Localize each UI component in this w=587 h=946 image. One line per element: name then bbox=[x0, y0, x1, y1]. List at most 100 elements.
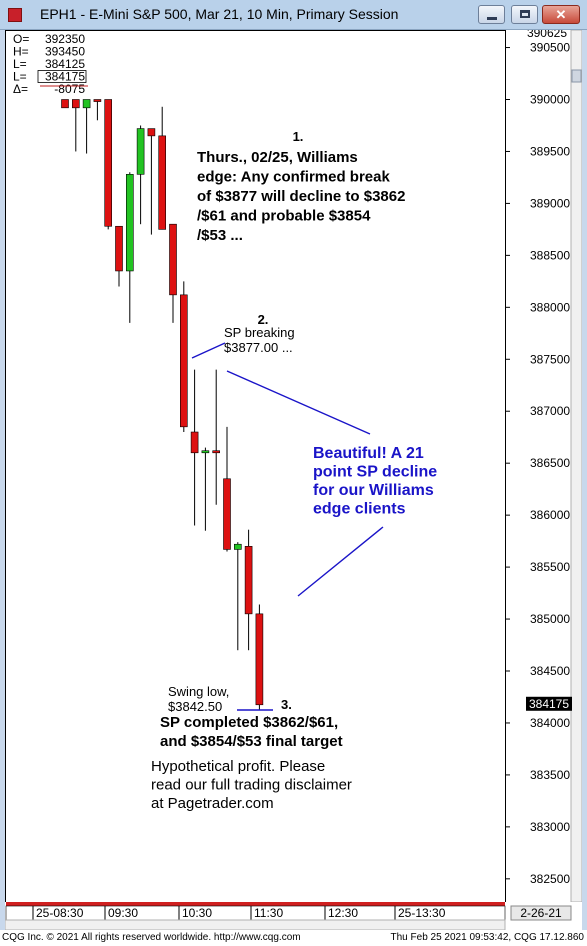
info-value: 384125 bbox=[45, 57, 85, 71]
info-label: L= bbox=[13, 57, 27, 71]
info-value: 393450 bbox=[45, 45, 85, 59]
candle-body[interactable] bbox=[126, 174, 134, 272]
note3-line: and $3854/$53 final target bbox=[160, 733, 343, 750]
last-price-tag bbox=[526, 696, 572, 711]
disclaimer-line: Hypothetical profit. Please bbox=[151, 758, 325, 775]
y-top-partial-tick-label: 390625 bbox=[527, 30, 567, 40]
close-icon: ✕ bbox=[555, 7, 567, 22]
price-axis-panel bbox=[506, 30, 582, 902]
y-tick-label: 388500 bbox=[530, 248, 570, 262]
disclaimer-line: at Pagetrader.com bbox=[151, 795, 274, 812]
minimize-icon bbox=[487, 17, 497, 20]
note2-line: $3877.00 ... bbox=[224, 340, 293, 355]
candle-body[interactable] bbox=[72, 99, 80, 109]
info-value: 392350 bbox=[45, 32, 85, 46]
candle-body[interactable] bbox=[201, 450, 210, 454]
note1-number: 1. bbox=[293, 129, 304, 144]
vertical-scrollbar[interactable] bbox=[570, 30, 582, 903]
blue-note-line: for our Williams bbox=[313, 482, 434, 499]
y-tick-label: 383500 bbox=[530, 768, 570, 782]
blue-note-line: edge clients bbox=[313, 501, 406, 518]
candle-body[interactable] bbox=[180, 294, 188, 428]
date-label-box bbox=[510, 905, 572, 921]
candle-body[interactable] bbox=[93, 99, 102, 102]
info-label: H= bbox=[13, 45, 29, 59]
y-tick-label: 384500 bbox=[530, 664, 570, 678]
y-tick-label: 384000 bbox=[530, 716, 570, 730]
y-tick-label: 386500 bbox=[530, 456, 570, 470]
y-tick-label: 385500 bbox=[530, 560, 570, 574]
swing-low-line: Swing low, bbox=[168, 684, 229, 699]
maximize-icon bbox=[520, 10, 530, 18]
scrollbar-thumb[interactable] bbox=[571, 69, 582, 83]
candle-body[interactable] bbox=[255, 613, 264, 706]
blue-note-line: Beautiful! A 21 bbox=[313, 445, 424, 462]
horizontal-scrollbar[interactable] bbox=[5, 919, 506, 930]
candle-body[interactable] bbox=[147, 128, 156, 137]
x-tick-label: 09:30 bbox=[108, 906, 138, 920]
info-label: Δ= bbox=[13, 82, 28, 96]
note1-line: Thurs., 02/25, Williams bbox=[197, 149, 358, 166]
window-title: EPH1 - E-Mini S&P 500, Mar 21, 10 Min, P… bbox=[40, 6, 399, 22]
timestamp-text: Thu Feb 25 2021 09:53:42, CQG 17.12.860 bbox=[390, 932, 584, 943]
candle-body[interactable] bbox=[212, 450, 220, 454]
candle-body[interactable] bbox=[61, 99, 69, 109]
candle-body[interactable] bbox=[234, 543, 242, 550]
maximize-button[interactable] bbox=[511, 5, 538, 24]
info-value: -8075 bbox=[54, 82, 85, 96]
window-titlebar: EPH1 - E-Mini S&P 500, Mar 21, 10 Min, P… bbox=[0, 0, 587, 30]
info-label: L= bbox=[13, 70, 27, 84]
note2-pointer-line bbox=[191, 342, 226, 359]
candle-body[interactable] bbox=[244, 546, 253, 615]
y-tick-label: 387000 bbox=[530, 404, 570, 418]
last-price-label: 384175 bbox=[529, 697, 569, 711]
date-label: 2-26-21 bbox=[520, 906, 562, 920]
note1-line: /$61 and probable $3854 bbox=[197, 208, 371, 225]
y-tick-label: 388000 bbox=[530, 300, 570, 314]
swing-low-line: $3842.50 bbox=[168, 699, 222, 714]
note3-number: 3. bbox=[281, 697, 292, 712]
plot-area bbox=[5, 30, 506, 903]
info-label: O= bbox=[13, 32, 29, 46]
cqg-app-icon bbox=[8, 8, 22, 22]
x-tick-label: 25-08:30 bbox=[36, 906, 84, 920]
blue-note-line: point SP decline bbox=[313, 464, 437, 481]
y-tick-label: 390000 bbox=[530, 93, 570, 107]
note1-line: edge: Any confirmed break bbox=[197, 169, 390, 186]
candle-body[interactable] bbox=[82, 99, 91, 109]
blue-pointer-lower bbox=[297, 526, 384, 597]
y-tick-label: 383000 bbox=[530, 820, 570, 834]
candle-body[interactable] bbox=[104, 99, 112, 227]
note1-line: /$53 ... bbox=[197, 227, 243, 244]
candle-body[interactable] bbox=[169, 223, 177, 296]
candle-body[interactable] bbox=[158, 135, 166, 230]
close-button[interactable]: ✕ bbox=[542, 5, 580, 24]
x-tick-label: 12:30 bbox=[328, 906, 358, 920]
disclaimer-line: read our full trading disclaimer bbox=[151, 777, 352, 794]
blue-pointer-upper bbox=[226, 370, 371, 435]
info-value: 384175 bbox=[45, 70, 85, 84]
note2-number: 2. bbox=[258, 312, 269, 327]
chart-window: 390625 390500 390000 389500 389000 388500 3880… bbox=[0, 30, 587, 930]
note1-line: of $3877 will decline to $3862 bbox=[197, 188, 405, 205]
candle-body[interactable] bbox=[136, 128, 145, 175]
y-tick-label: 382500 bbox=[530, 872, 570, 886]
candle-body[interactable] bbox=[115, 225, 123, 272]
y-tick-label: 387500 bbox=[530, 352, 570, 366]
minimize-button[interactable] bbox=[478, 5, 505, 24]
info-current-box bbox=[37, 70, 87, 83]
copyright-text: CQG Inc. © 2021 All rights reserved worl… bbox=[2, 932, 301, 943]
y-tick-label: 385000 bbox=[530, 612, 570, 626]
x-tick-label: 11:30 bbox=[254, 906, 283, 920]
candle-body[interactable] bbox=[190, 431, 199, 454]
note3-line: SP completed $3862/$61, bbox=[160, 714, 338, 731]
y-tick-label: 386000 bbox=[530, 508, 570, 522]
y-tick-label: 389500 bbox=[530, 144, 570, 158]
y-tick-label: 390500 bbox=[530, 41, 570, 55]
candle-body[interactable] bbox=[223, 478, 231, 550]
y-tick-label: 389000 bbox=[530, 196, 570, 210]
x-tick-label: 25-13:30 bbox=[398, 906, 446, 920]
time-axis-red-strip bbox=[6, 902, 505, 906]
x-tick-label: 10:30 bbox=[182, 906, 212, 920]
